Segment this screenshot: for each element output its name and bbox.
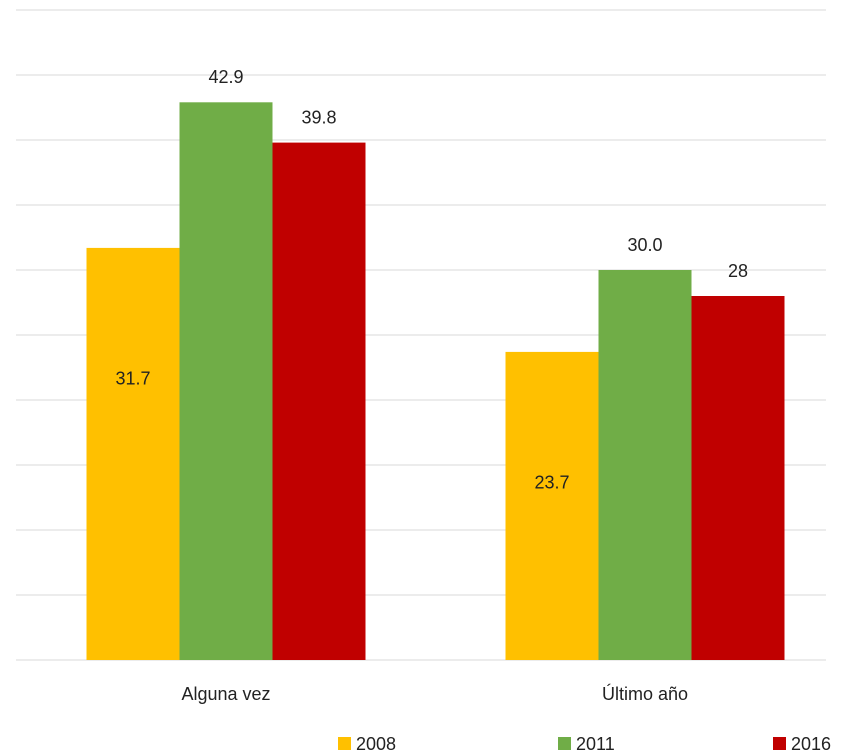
data-label: 28 [728, 261, 748, 281]
bar [272, 142, 366, 661]
data-label: 39.8 [301, 107, 336, 127]
bar [179, 102, 273, 661]
data-label: 23.7 [534, 473, 569, 493]
data-label: 31.7 [115, 369, 150, 389]
legend-swatch [773, 737, 786, 750]
bar [505, 351, 599, 660]
legend-label: 2016 [791, 734, 831, 754]
bar [691, 296, 785, 660]
legend-swatch [558, 737, 571, 750]
data-label: 30.0 [627, 235, 662, 255]
bar [598, 270, 692, 660]
legend-label: 2011 [576, 734, 615, 754]
x-tick-label: Último año [602, 683, 688, 704]
legend-label: 2008 [356, 734, 396, 754]
bar [86, 247, 180, 660]
x-tick-label: Alguna vez [181, 684, 270, 704]
data-label: 42.9 [208, 67, 243, 87]
legend-swatch [338, 737, 351, 750]
